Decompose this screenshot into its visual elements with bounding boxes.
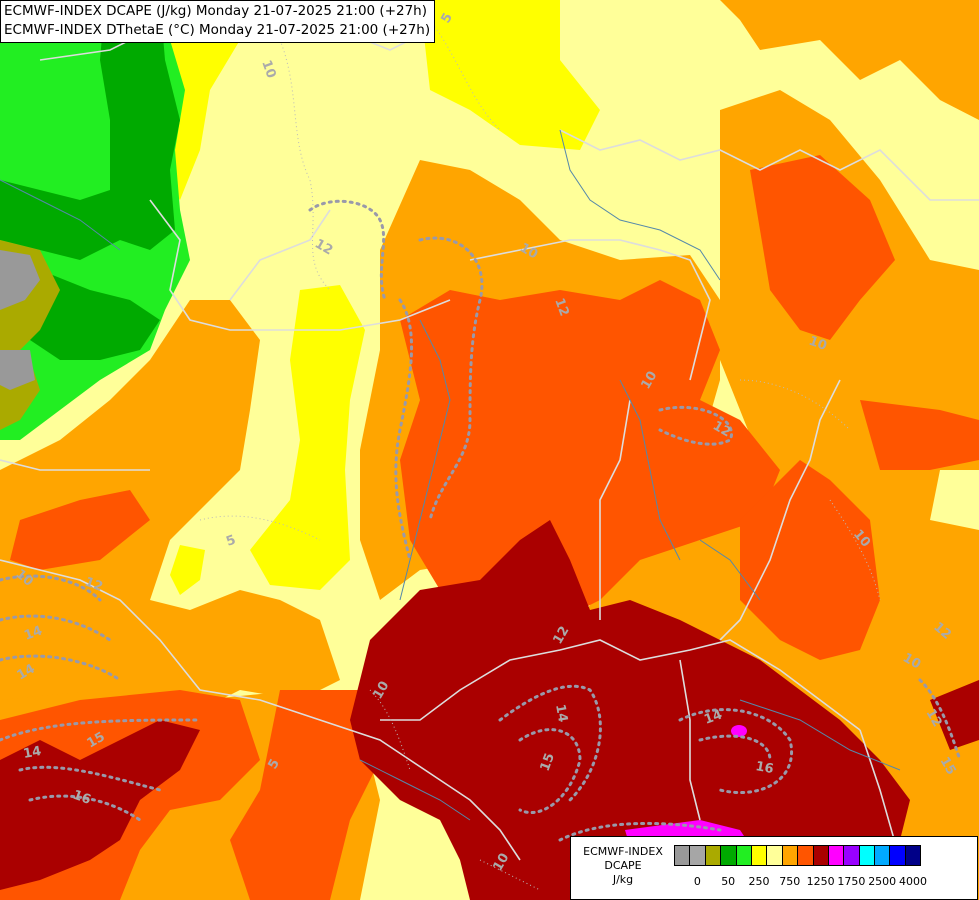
legend-units: J/kg	[612, 873, 634, 886]
field-yellow-north	[420, 0, 600, 150]
legend-swatch	[797, 845, 814, 866]
field-yellow-west	[160, 0, 240, 200]
legend-swatch	[904, 845, 922, 866]
field-darkorange-south	[230, 690, 380, 900]
legend-tick-label: 750	[779, 875, 801, 888]
contour-label: 12	[83, 575, 105, 595]
legend-swatch	[858, 845, 876, 866]
field-darkred-sw	[0, 720, 200, 890]
field-darkorange-center	[400, 280, 780, 620]
legend-swatch	[812, 845, 829, 866]
field-darkorange-southeast	[740, 460, 880, 660]
field-gray-2	[0, 350, 35, 390]
legend-title-line1: ECMWF-INDEX	[583, 845, 663, 858]
legend-tick-label: 1250	[806, 875, 835, 888]
contour-label: 14	[22, 744, 42, 762]
legend-swatch	[704, 845, 722, 866]
field-orange-east-top	[720, 0, 979, 120]
field-magenta-spot	[731, 725, 747, 737]
field-darkorange-east	[750, 155, 895, 340]
contour-label: 10	[258, 58, 278, 80]
contour-label: 10	[807, 334, 829, 354]
legend-label: ECMWF-INDEX DCAPE J/kg	[575, 845, 671, 887]
legend-tick-label: 0	[693, 875, 701, 888]
contour-label: 15	[538, 751, 558, 773]
contour-label: 16	[71, 788, 93, 808]
country-borders	[0, 19, 979, 900]
contour-label: 14	[22, 623, 44, 643]
legend-swatch	[874, 845, 891, 866]
legend-swatch	[674, 845, 691, 866]
title-line-dcape: ECMWF-INDEX DCAPE (J/kg) Monday 21-07-20…	[4, 3, 428, 19]
legend-swatch	[781, 845, 799, 866]
contour-label: 12	[551, 296, 571, 318]
legend-swatch	[735, 845, 752, 866]
contour-labels: 5 10 10 12 10 12 10 10 12 14 14 16 15 12…	[12, 11, 958, 874]
legend-tick-label: 250	[748, 875, 770, 888]
legend-title-line2: DCAPE	[604, 859, 642, 872]
contour-label: 14	[702, 707, 724, 727]
color-legend: ECMWF-INDEX DCAPE J/kg 0 50 250 750 1250 1750…	[570, 836, 978, 900]
legend-swatch	[689, 845, 706, 866]
contour-label: 14	[552, 703, 570, 723]
field-gray	[0, 250, 40, 310]
field-darkred-south	[350, 520, 910, 900]
legend-tick-label: 2500	[868, 875, 897, 888]
legend-swatch	[889, 845, 906, 866]
field-darkorange-west	[10, 490, 150, 570]
legend-tick-label: 50	[721, 875, 736, 888]
field-darkred-se	[930, 680, 979, 750]
rivers	[0, 129, 901, 821]
contour-label: 16	[754, 759, 774, 777]
thin-contours	[199, 19, 881, 891]
field-darkorange-ne	[860, 400, 979, 470]
title-line-dthetae: ECMWF-INDEX DThetaE (°C) Monday 21-07-20…	[4, 22, 431, 38]
legend-ticks: 0 50 250 750 1250 1750 2500 4000	[674, 875, 974, 889]
legend-swatches	[674, 845, 922, 866]
field-darkgreen	[0, 0, 180, 260]
map-title: ECMWF-INDEX DCAPE (J/kg) Monday 21-07-20…	[0, 0, 436, 43]
legend-swatch	[827, 845, 845, 866]
legend-tick-label: 4000	[899, 875, 927, 888]
field-yellow-center	[250, 285, 365, 590]
legend-swatch	[766, 845, 783, 866]
legend-swatch	[750, 845, 768, 866]
legend-swatch	[720, 845, 737, 866]
dthetae-contours	[0, 199, 962, 842]
field-yellow-spot	[170, 545, 205, 595]
field-orange-west	[0, 300, 340, 740]
legend-swatch	[843, 845, 860, 866]
legend-tick-label: 1750	[837, 875, 866, 888]
